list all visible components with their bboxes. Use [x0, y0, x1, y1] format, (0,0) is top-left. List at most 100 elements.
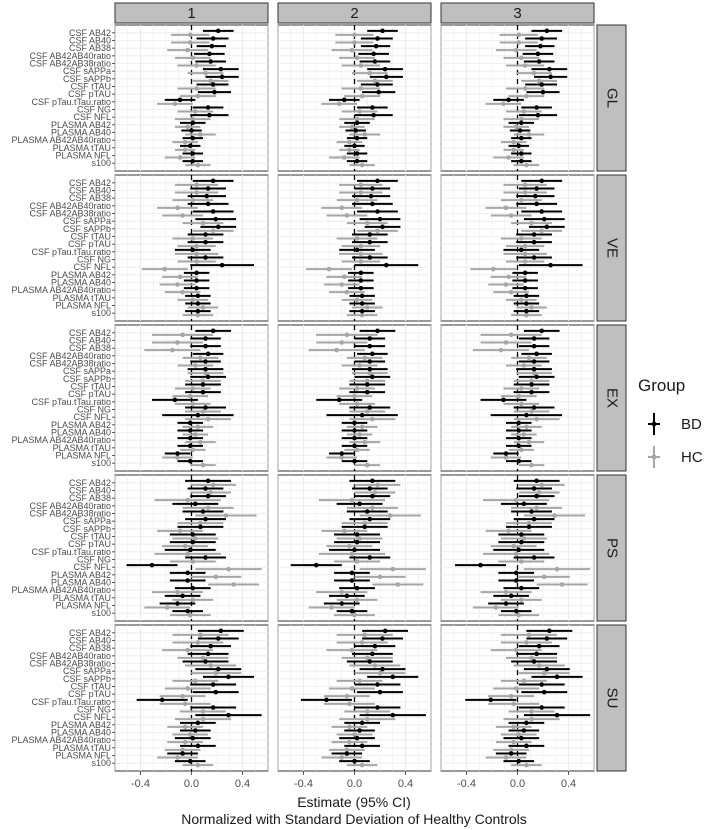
point-estimate-BD-VE-3-2 — [533, 193, 538, 199]
point-estimate-HC-VE-3-3 — [503, 205, 509, 211]
y-tick-label: CSF NFL — [73, 712, 111, 722]
point-estimate-BD-SU-1-13 — [193, 728, 198, 733]
point-estimate-HC-SU-2-17 — [359, 762, 365, 768]
y-tick-label: CSF tTAU — [71, 82, 111, 92]
point-estimate-BD-PS-3-11 — [478, 562, 483, 568]
point-estimate-HC-SU-3-7 — [513, 686, 519, 691]
point-estimate-BD-PS-1-0 — [205, 478, 211, 484]
y-tick-label: CSF sAPPb — [63, 374, 111, 384]
point-estimate-BD-SU-1-16 — [180, 751, 185, 756]
point-estimate-HC-GL-1-2 — [185, 47, 190, 53]
point-estimate-HC-SU-3-10 — [529, 709, 534, 714]
y-tick-label: s100 — [91, 758, 111, 768]
point-estimate-BD-PS-3-6 — [526, 524, 532, 530]
point-estimate-HC-PS-1-0 — [210, 482, 216, 488]
point-estimate-BD-PS-2-15 — [344, 593, 350, 599]
point-estimate-BD-SU-3-14 — [519, 735, 524, 741]
point-estimate-BD-GL-1-8 — [212, 89, 217, 95]
point-estimate-BD-PS-2-17 — [349, 608, 355, 614]
point-estimate-BD-VE-2-1 — [370, 186, 375, 191]
point-estimate-HC-GL-2-4 — [358, 63, 364, 68]
point-estimate-BD-EX-2-11 — [359, 412, 365, 418]
point-estimate-BD-EX-1-0 — [210, 328, 216, 334]
y-tick-label: CSF AB42 — [69, 328, 111, 338]
point-estimate-BD-PS-2-5 — [367, 516, 373, 522]
y-tick-label: CSF AB42AB40ratio — [29, 651, 111, 661]
y-tick-label: CSF NFL — [73, 412, 111, 422]
y-tick-label: CSF AB40 — [69, 336, 111, 346]
y-tick-label: CSF pTau.tTau.ratio — [31, 247, 111, 257]
point-estimate-BD-PS-1-13 — [185, 578, 190, 583]
point-estimate-HC-GL-3-6 — [536, 78, 542, 84]
point-estimate-HC-VE-2-11 — [326, 266, 332, 272]
column-strip-label-1: 1 — [187, 5, 195, 22]
point-estimate-BD-SU-1-2 — [208, 643, 213, 649]
point-estimate-HC-EX-3-16 — [503, 455, 509, 460]
point-estimate-HC-VE-2-1 — [358, 190, 364, 195]
y-tick-label: CSF AB42AB40ratio — [29, 501, 111, 511]
point-estimate-BD-EX-3-5 — [531, 366, 537, 372]
point-estimate-BD-SU-2-3 — [370, 651, 375, 657]
y-tick-label: PLASMA NFL — [55, 451, 111, 461]
point-estimate-HC-VE-3-4 — [508, 213, 514, 218]
point-estimate-BD-PS-1-7 — [190, 532, 196, 537]
point-estimate-HC-GL-1-11 — [190, 116, 196, 122]
point-estimate-BD-SU-1-5 — [215, 666, 221, 672]
point-estimate-HC-EX-2-11 — [370, 416, 375, 422]
y-tick-label: PLASMA AB42 — [51, 570, 111, 580]
point-estimate-HC-PS-1-14 — [175, 589, 180, 595]
point-estimate-BD-EX-3-8 — [529, 389, 534, 395]
point-estimate-BD-SU-1-3 — [205, 651, 211, 657]
point-estimate-HC-PS-1-3 — [205, 505, 211, 511]
point-estimate-BD-SU-3-3 — [534, 651, 539, 657]
point-estimate-HC-EX-2-8 — [352, 393, 357, 399]
point-estimate-HC-EX-1-6 — [200, 378, 206, 384]
point-estimate-BD-VE-2-5 — [377, 216, 383, 222]
point-estimate-BD-GL-2-1 — [375, 36, 380, 41]
point-estimate-BD-EX-1-4 — [203, 359, 208, 364]
point-estimate-HC-SU-3-15 — [508, 747, 514, 753]
y-tick-label: CSF tTAU — [71, 382, 111, 392]
y-tick-label: PLASMA AB40 — [51, 128, 111, 138]
point-estimate-BD-VE-3-14 — [522, 285, 528, 291]
legend-label-BD: BD — [681, 416, 702, 433]
point-estimate-HC-PS-3-9 — [513, 551, 519, 557]
point-estimate-BD-SU-2-14 — [354, 735, 360, 741]
point-estimate-BD-VE-2-3 — [370, 201, 375, 207]
point-estimate-HC-EX-2-14 — [362, 439, 368, 445]
y-tick-label: PLASMA tTAU — [53, 143, 111, 153]
point-estimate-BD-VE-2-10 — [367, 255, 373, 260]
point-estimate-BD-SU-3-11 — [554, 712, 560, 718]
point-estimate-BD-GL-3-16 — [519, 151, 524, 156]
point-estimate-BD-GL-2-14 — [354, 135, 360, 141]
point-estimate-HC-SU-2-0 — [362, 632, 368, 638]
point-estimate-BD-PS-2-1 — [367, 486, 373, 491]
point-estimate-HC-PS-1-6 — [177, 528, 183, 534]
point-estimate-BD-GL-1-12 — [190, 120, 196, 126]
y-tick-label: PLASMA AB40 — [51, 278, 111, 288]
point-estimate-BD-PS-1-6 — [198, 524, 203, 530]
point-estimate-BD-EX-1-11 — [195, 412, 201, 418]
point-estimate-HC-GL-1-9 — [172, 101, 178, 107]
point-estimate-HC-EX-1-7 — [190, 386, 196, 391]
y-tick-label: PLASMA AB42AB40ratio — [11, 285, 111, 295]
point-estimate-HC-PS-2-13 — [395, 582, 401, 587]
point-estimate-HC-EX-2-4 — [357, 363, 362, 368]
point-estimate-HC-EX-2-17 — [364, 462, 370, 468]
point-estimate-BD-VE-1-15 — [195, 293, 201, 299]
point-estimate-HC-EX-2-5 — [367, 370, 373, 376]
y-tick-label: CSF AB42AB38ratio — [29, 209, 111, 219]
y-tick-label: s100 — [91, 158, 111, 168]
y-tick-label: PLASMA AB40 — [51, 428, 111, 438]
point-estimate-BD-SU-3-15 — [524, 743, 529, 749]
y-tick-label: CSF pTau.tTau.ratio — [31, 97, 111, 107]
point-estimate-HC-EX-1-15 — [190, 447, 196, 453]
point-estimate-HC-EX-2-13 — [357, 432, 362, 437]
point-estimate-BD-GL-3-2 — [538, 43, 543, 49]
point-estimate-HC-PS-3-8 — [511, 543, 516, 549]
point-estimate-BD-SU-2-7 — [375, 682, 380, 687]
point-estimate-HC-GL-3-12 — [513, 124, 519, 130]
point-estimate-HC-EX-3-5 — [531, 370, 537, 376]
y-tick-label: CSF pTAU — [68, 389, 111, 399]
point-estimate-BD-SU-3-4 — [531, 659, 537, 664]
